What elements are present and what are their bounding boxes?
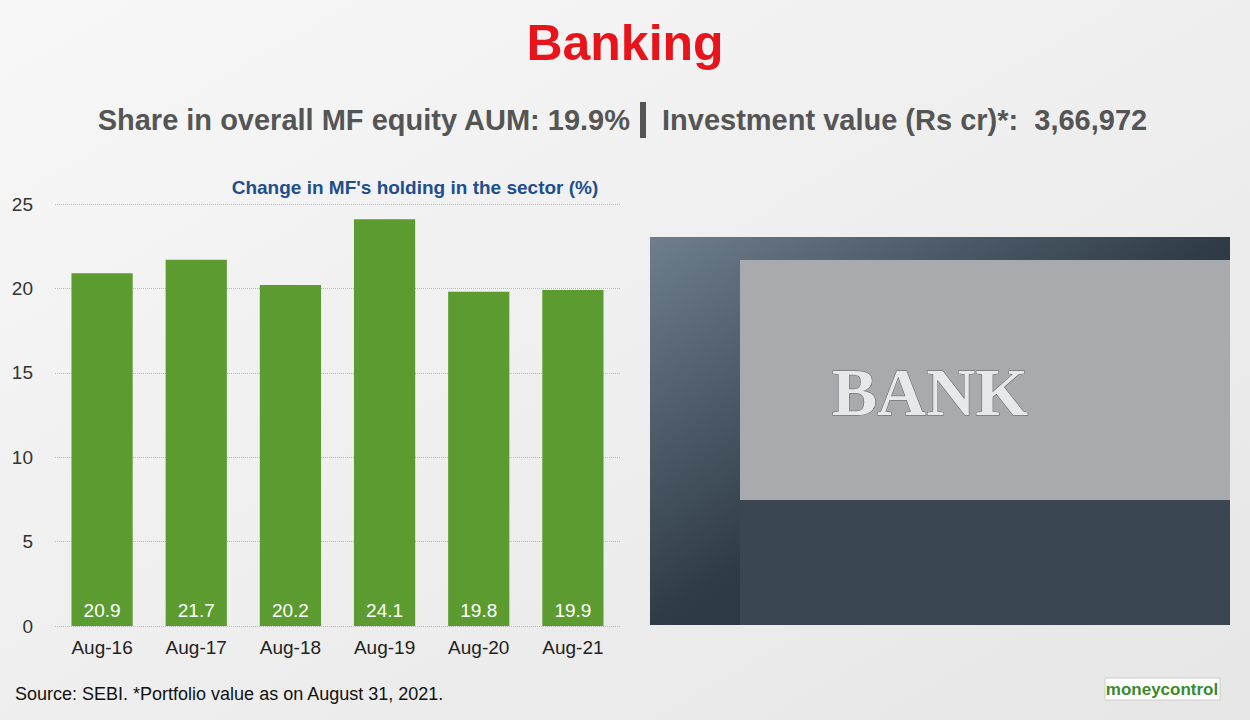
svg-text:25: 25	[12, 194, 33, 215]
svg-text:Banking: Banking	[526, 15, 723, 71]
svg-text:Aug-19: Aug-19	[354, 637, 415, 658]
svg-text:20: 20	[12, 278, 33, 299]
svg-text:Change in MF's holding in the: Change in MF's holding in the sector (%)	[232, 177, 599, 198]
svg-text:19.9: 19.9	[554, 600, 591, 621]
svg-text:21.7: 21.7	[178, 600, 215, 621]
svg-text:10: 10	[12, 447, 33, 468]
svg-text:15: 15	[12, 362, 33, 383]
svg-text:Aug-21: Aug-21	[542, 637, 603, 658]
svg-text:Aug-16: Aug-16	[71, 637, 132, 658]
svg-text:5: 5	[22, 531, 33, 552]
svg-text:Aug-20: Aug-20	[448, 637, 509, 658]
svg-text:0: 0	[22, 616, 33, 637]
svg-text:Investment value (Rs cr)*: 3,: Investment value (Rs cr)*: 3,66,972	[662, 104, 1147, 136]
svg-text:Aug-18: Aug-18	[260, 637, 321, 658]
svg-text:20.9: 20.9	[84, 600, 121, 621]
svg-text:19.8: 19.8	[460, 600, 497, 621]
svg-text:BANK: BANK	[832, 354, 1029, 430]
svg-text:Share in overall MF equity AUM: Share in overall MF equity AUM: 19.9%	[98, 104, 631, 136]
svg-text:24.1: 24.1	[366, 600, 403, 621]
svg-text:20.2: 20.2	[272, 600, 309, 621]
svg-text:Source: SEBI. *Portfolio value: Source: SEBI. *Portfolio value as on Aug…	[15, 684, 443, 704]
svg-text:moneycontrol: moneycontrol	[1106, 680, 1218, 699]
svg-text:Aug-17: Aug-17	[166, 637, 227, 658]
